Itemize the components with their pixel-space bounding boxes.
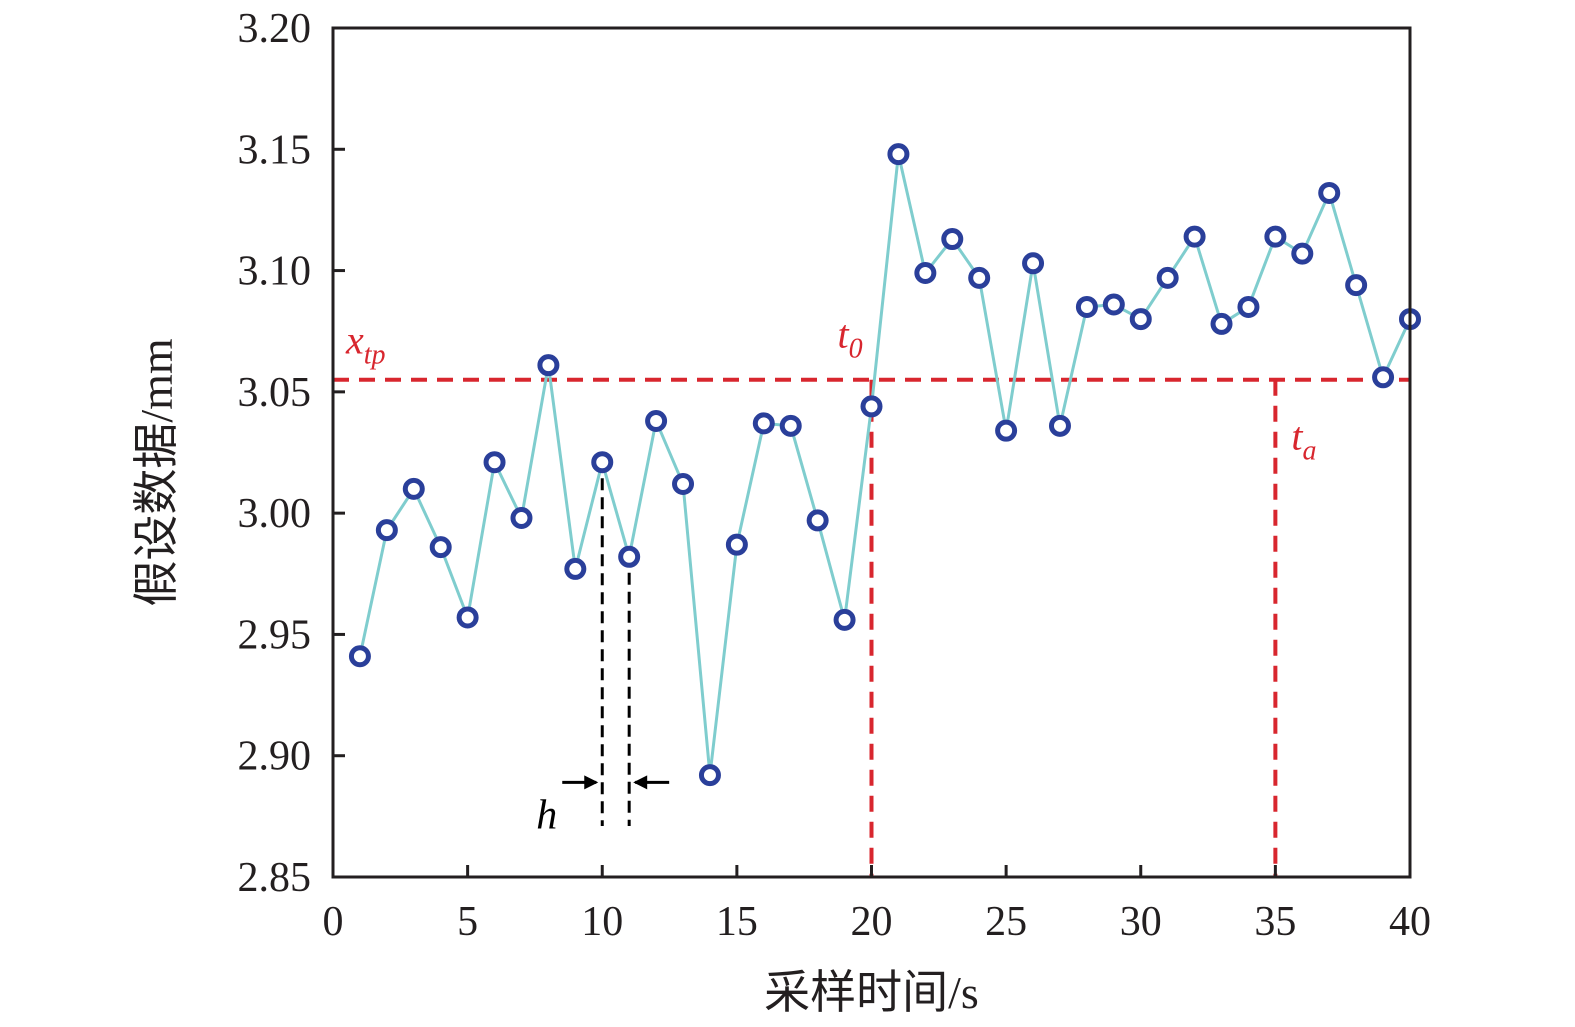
data-point (537, 354, 560, 377)
data-point (1102, 293, 1125, 316)
y-tick-label: 2.95 (238, 612, 312, 658)
data-point (672, 473, 695, 496)
data-point (698, 764, 721, 787)
h-left-arrow-head (584, 775, 599, 790)
x-tick-label: 30 (1120, 899, 1162, 945)
data-point (1291, 242, 1314, 265)
data-point (806, 509, 829, 532)
data-point (483, 451, 506, 474)
data-point (1156, 266, 1179, 289)
data-point (1210, 312, 1233, 335)
ta-label-main: t (1291, 414, 1303, 459)
y-tick-label: 2.90 (238, 734, 312, 780)
data-point (1075, 295, 1098, 318)
data-point (402, 477, 425, 500)
data-point (887, 143, 910, 166)
data-point (1129, 308, 1152, 331)
data-point (1264, 225, 1287, 248)
x-axis-title: 采样时间/s (764, 967, 979, 1018)
data-point (375, 519, 398, 542)
threshold-label: xtp (345, 318, 386, 371)
data-point (645, 409, 668, 432)
x-tick-label: 40 (1389, 899, 1431, 945)
x-tick-label: 5 (457, 899, 478, 945)
t0-label: t0 (838, 312, 863, 365)
x-tick-label: 0 (323, 899, 344, 945)
data-point (968, 266, 991, 289)
y-tick-label: 3.00 (238, 491, 312, 537)
annotation-lines (333, 377, 1410, 877)
data-point (510, 506, 533, 529)
y-tick-label: 3.05 (238, 370, 312, 416)
h-label: h (536, 792, 557, 838)
data-point (833, 608, 856, 631)
y-tick-label: 3.10 (238, 249, 312, 295)
x-tick-label: 25 (985, 899, 1027, 945)
data-point (1372, 366, 1395, 389)
data-point (1183, 225, 1206, 248)
data-point (941, 228, 964, 251)
data-point (725, 533, 748, 556)
data-point (618, 545, 641, 568)
x-tick-label: 35 (1254, 899, 1296, 945)
series-layer (348, 143, 1421, 787)
data-point (1318, 181, 1341, 204)
h-right-arrow-head (633, 775, 648, 790)
t0-label-main: t (838, 312, 850, 357)
data-point (564, 557, 587, 580)
data-point (1237, 295, 1260, 318)
data-point (429, 536, 452, 559)
data-point (860, 395, 883, 418)
y-axis-title: 假设数据/mm (131, 338, 182, 607)
data-point (1022, 252, 1045, 275)
data-point (1345, 274, 1368, 297)
threshold-label-sub: tp (364, 340, 386, 371)
ta-label: ta (1291, 414, 1316, 467)
data-point (1048, 414, 1071, 437)
y-tick-label: 3.15 (238, 127, 312, 173)
data-point (752, 412, 775, 435)
y-tick-label: 2.85 (238, 855, 312, 901)
ticks-layer: 0 5 10 15 20 25 30 35 40 2.85 2.90 2.95 3.00 3.05 3.10… (238, 6, 1432, 945)
x-tick-label: 20 (851, 899, 893, 945)
x-tick-label: 10 (581, 899, 623, 945)
ta-label-sub: a (1303, 436, 1317, 467)
series-line (358, 152, 1412, 777)
data-point (456, 606, 479, 629)
data-point (995, 419, 1018, 442)
data-point (591, 451, 614, 474)
x-tick-label: 15 (716, 899, 758, 945)
threshold-label-main: x (345, 318, 364, 363)
t0-label-sub: 0 (849, 334, 863, 365)
y-tick-label: 3.20 (238, 6, 312, 52)
data-point (914, 261, 937, 284)
data-point (779, 414, 802, 437)
data-point (348, 645, 371, 668)
